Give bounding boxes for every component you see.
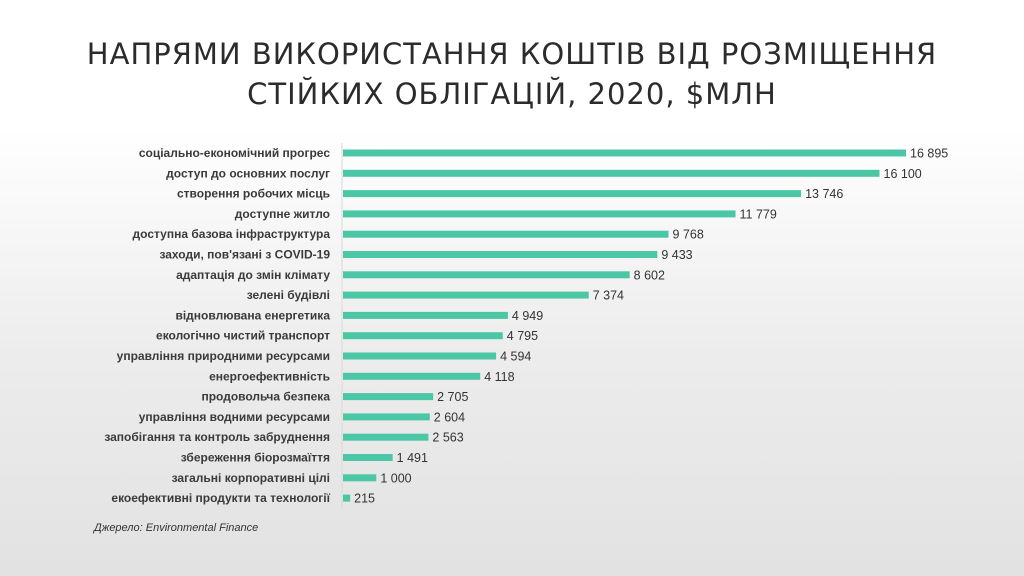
category-label: управління водними ресурсами [139, 410, 330, 424]
data-label: 16 100 [884, 167, 922, 181]
data-label: 4 118 [484, 370, 514, 384]
bar [343, 494, 351, 502]
data-label: 9 433 [661, 248, 692, 262]
bar [343, 433, 429, 441]
data-label: 2 604 [434, 410, 465, 424]
data-label: 2 563 [432, 431, 463, 445]
data-label: 4 949 [512, 309, 543, 323]
bar [343, 251, 658, 258]
chart-title-line-2: стійких облігацій, 2020, $млн [247, 77, 777, 111]
data-label: 11 779 [740, 207, 777, 221]
data-label: 7 374 [593, 289, 624, 303]
data-label: 8 602 [634, 268, 665, 282]
bar [343, 413, 430, 421]
data-label: 4 795 [507, 329, 538, 343]
source-note: Джерело: Environmental Finance [94, 522, 259, 534]
category-label: енергоефективність [209, 369, 330, 383]
data-label: 16 895 [910, 147, 948, 161]
category-label: зелені будівлі [247, 288, 330, 302]
bar [343, 230, 669, 238]
bar [343, 210, 736, 218]
data-label: 1 000 [380, 471, 411, 485]
bar [343, 372, 481, 380]
bar [343, 474, 377, 482]
category-label: запобігання та контроль забруднення [104, 430, 330, 444]
category-label: створення робочих місць [177, 187, 330, 201]
data-label: 215 [354, 492, 375, 506]
category-label: екологічно чистий транспорт [156, 329, 330, 343]
chart-title-line-1: Напрями використання коштів від розміщен… [86, 37, 938, 71]
category-label: соціально-економічний прогрес [139, 146, 331, 160]
bar [343, 454, 393, 461]
bar [343, 169, 880, 177]
bar [343, 352, 497, 360]
data-label: 4 594 [500, 350, 531, 364]
category-label: заходи, пов'язані з COVID-19 [159, 248, 330, 262]
chart-title: Напрями використання коштів від розміщен… [0, 34, 1024, 114]
category-label: збереження біорозмаїття [181, 451, 330, 465]
category-label: відновлювана енергетика [175, 308, 330, 322]
bar [343, 149, 906, 157]
data-label: 2 705 [437, 390, 468, 404]
bar [343, 271, 630, 279]
bar [343, 332, 503, 340]
category-label: управління природними ресурсами [117, 349, 330, 363]
bar [343, 291, 589, 299]
data-label: 1 491 [397, 451, 428, 465]
data-label: 9 768 [673, 228, 704, 242]
category-label: доступ до основних послуг [166, 166, 330, 180]
data-label: 13 746 [805, 187, 843, 201]
category-label: екоефективні продукти та технології [111, 491, 330, 505]
category-label: загальні корпоративні цілі [172, 471, 330, 485]
category-label: адаптація до змін клімату [176, 268, 330, 282]
category-label: доступне житло [235, 207, 330, 221]
category-label: доступна базова інфраструктура [133, 227, 331, 241]
bar [343, 311, 508, 319]
bar [343, 190, 802, 198]
category-label: продовольча безпека [201, 390, 330, 404]
bar [343, 393, 434, 401]
